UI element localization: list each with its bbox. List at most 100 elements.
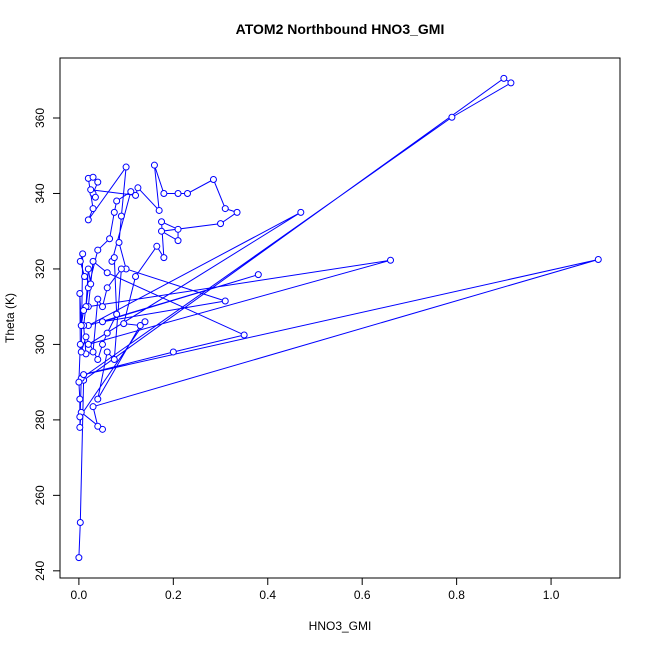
x-axis-label: HNO3_GMI — [309, 619, 372, 633]
point — [75, 554, 83, 562]
point — [174, 237, 182, 245]
point — [84, 340, 92, 348]
point — [76, 340, 84, 348]
x-tick-label: 0.0 — [71, 588, 88, 602]
point — [132, 191, 140, 199]
point — [160, 189, 168, 197]
point — [91, 193, 99, 201]
point — [89, 205, 97, 213]
point — [113, 310, 121, 318]
point — [89, 257, 97, 265]
point — [153, 242, 161, 250]
y-tick-label: 300 — [33, 334, 47, 354]
point — [209, 176, 217, 184]
point — [76, 519, 84, 527]
point — [169, 348, 177, 356]
point — [150, 161, 158, 169]
point — [221, 205, 229, 213]
point — [76, 257, 84, 265]
point — [103, 329, 111, 337]
point — [89, 173, 97, 181]
point — [84, 265, 92, 273]
point — [507, 79, 515, 87]
point — [87, 186, 95, 194]
point — [76, 413, 84, 421]
point — [98, 318, 106, 326]
point — [120, 320, 128, 328]
point — [448, 113, 456, 121]
point — [94, 422, 102, 430]
point — [103, 348, 111, 356]
point — [115, 239, 123, 247]
point — [94, 295, 102, 303]
point — [80, 306, 88, 314]
point — [94, 246, 102, 254]
y-axis-label: Theta (K) — [3, 293, 17, 343]
y-tick-label: 340 — [33, 183, 47, 203]
point — [132, 272, 140, 280]
point — [254, 271, 262, 279]
point — [155, 206, 163, 214]
point — [84, 216, 92, 224]
x-tick-label: 0.6 — [354, 588, 371, 602]
plot-frame — [59, 57, 621, 579]
point — [80, 371, 88, 379]
point — [94, 395, 102, 403]
y-tick-label: 240 — [33, 560, 47, 580]
point — [77, 348, 85, 356]
point — [76, 289, 84, 297]
point — [174, 225, 182, 233]
point — [103, 284, 111, 292]
point — [76, 423, 84, 431]
point — [117, 265, 125, 273]
point — [221, 297, 229, 305]
point — [75, 378, 83, 386]
point — [89, 348, 97, 356]
point — [297, 208, 305, 216]
point — [174, 189, 182, 197]
point — [110, 356, 118, 364]
point — [94, 178, 102, 186]
series-line — [78, 77, 599, 558]
y-tick-label: 360 — [33, 108, 47, 128]
point — [158, 218, 166, 226]
point — [183, 189, 191, 197]
point — [594, 256, 602, 264]
point — [87, 280, 95, 288]
y-tick-label: 260 — [33, 485, 47, 505]
point — [158, 227, 166, 235]
x-tick-label: 0.2 — [165, 588, 182, 602]
point — [98, 340, 106, 348]
point — [500, 74, 508, 82]
y-tick-label: 280 — [33, 410, 47, 430]
x-tick-label: 0.4 — [259, 588, 276, 602]
chart-title: ATOM2 Northbound HNO3_GMI — [236, 21, 445, 37]
point — [94, 356, 102, 364]
point — [240, 331, 248, 339]
point — [134, 184, 142, 192]
point — [113, 197, 121, 205]
point — [110, 254, 118, 262]
point — [233, 208, 241, 216]
point — [103, 269, 111, 277]
point — [81, 272, 89, 280]
point — [98, 303, 106, 311]
point — [160, 254, 168, 262]
point — [117, 212, 125, 220]
y-tick-label: 320 — [33, 259, 47, 279]
point — [82, 333, 90, 341]
point — [387, 256, 395, 264]
point — [110, 208, 118, 216]
x-tick-label: 0.8 — [448, 588, 465, 602]
point — [89, 403, 97, 411]
point — [217, 220, 225, 228]
point — [79, 250, 87, 258]
point — [136, 322, 144, 330]
point — [106, 235, 114, 243]
point — [141, 318, 149, 326]
x-tick-label: 1.0 — [543, 588, 560, 602]
point — [77, 322, 85, 330]
point — [76, 395, 84, 403]
point — [122, 163, 130, 171]
